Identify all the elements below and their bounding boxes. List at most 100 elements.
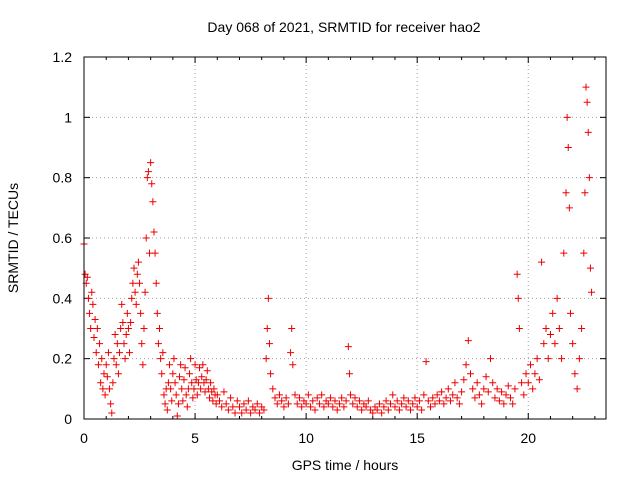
data-point — [471, 394, 479, 402]
data-point — [121, 355, 129, 363]
data-point — [389, 391, 397, 399]
data-point — [218, 403, 226, 411]
data-point — [524, 379, 532, 387]
data-point — [89, 300, 97, 308]
data-point — [362, 403, 370, 411]
y-tick-label: 0 — [64, 411, 72, 427]
data-point — [161, 400, 169, 408]
plot-frame — [83, 56, 607, 420]
data-point — [455, 400, 463, 408]
y-tick-label: 1.2 — [53, 49, 73, 65]
data-point — [327, 394, 335, 402]
data-point — [309, 397, 317, 405]
data-point — [134, 258, 142, 266]
data-point — [581, 189, 589, 197]
data-point — [304, 391, 312, 399]
data-point — [177, 361, 185, 369]
data-point — [307, 403, 315, 411]
data-point — [154, 340, 162, 348]
data-point — [382, 397, 390, 405]
data-point — [384, 406, 392, 414]
data-points — [80, 83, 596, 420]
data-point — [563, 113, 571, 121]
data-point — [167, 385, 175, 393]
data-point — [349, 400, 357, 408]
data-point — [120, 340, 128, 348]
data-point — [173, 412, 181, 420]
data-point — [242, 406, 250, 414]
data-point — [566, 309, 574, 317]
data-point — [287, 349, 295, 357]
y-tick-label: 0.8 — [53, 170, 73, 186]
data-point — [144, 168, 152, 176]
data-point — [240, 400, 248, 408]
data-point — [142, 234, 150, 242]
data-point — [160, 391, 168, 399]
axis-ticks: 0 0.2 0.4 0.6 0.8 1 1.2 0 5 10 15 20 — [53, 49, 606, 446]
data-point — [580, 249, 588, 257]
data-point — [97, 379, 105, 387]
y-tick-label: 1 — [64, 109, 72, 125]
data-point — [500, 400, 508, 408]
data-point — [213, 391, 221, 399]
data-point — [453, 394, 461, 402]
data-point — [191, 361, 199, 369]
data-point — [92, 349, 100, 357]
data-point — [495, 397, 503, 405]
data-point — [451, 379, 459, 387]
data-point — [315, 400, 323, 408]
data-point — [149, 198, 157, 206]
data-point — [156, 325, 164, 332]
data-point — [513, 270, 521, 278]
x-tick-label: 0 — [80, 430, 88, 446]
data-point — [87, 325, 95, 332]
data-point — [157, 355, 165, 363]
data-point — [391, 403, 399, 411]
data-point — [333, 406, 341, 414]
grid — [84, 57, 606, 419]
x-tick-label: 20 — [520, 430, 536, 446]
data-point — [489, 379, 497, 387]
data-point — [514, 294, 522, 302]
data-point — [129, 279, 137, 287]
data-point — [229, 403, 237, 411]
data-point — [413, 403, 421, 411]
data-point — [196, 364, 204, 372]
data-point — [220, 388, 228, 396]
data-point — [549, 309, 557, 317]
data-point — [526, 361, 534, 369]
data-point — [169, 370, 177, 378]
data-point — [108, 409, 116, 417]
data-point — [564, 144, 572, 151]
data-point — [387, 400, 395, 408]
data-point — [329, 403, 337, 411]
data-point — [267, 370, 275, 378]
data-point — [101, 391, 109, 399]
data-point — [427, 403, 435, 411]
data-point — [588, 288, 596, 296]
data-point — [375, 400, 383, 408]
data-point — [542, 325, 550, 332]
data-point — [260, 406, 268, 414]
data-point — [562, 189, 570, 197]
data-point — [407, 406, 415, 414]
data-point — [340, 403, 348, 411]
data-point — [480, 385, 488, 393]
data-point — [244, 397, 252, 405]
data-point — [486, 355, 494, 363]
data-point — [263, 325, 271, 332]
data-point — [571, 370, 579, 378]
data-point — [302, 400, 310, 408]
data-point — [311, 406, 319, 414]
data-point — [103, 373, 111, 381]
data-point — [324, 400, 332, 408]
data-point — [424, 397, 432, 405]
data-point — [295, 394, 303, 402]
data-point — [544, 355, 552, 363]
data-point — [171, 379, 179, 387]
data-point — [440, 400, 448, 408]
data-point — [271, 394, 279, 402]
data-point — [141, 288, 149, 296]
data-point — [158, 370, 166, 378]
data-point — [335, 400, 343, 408]
